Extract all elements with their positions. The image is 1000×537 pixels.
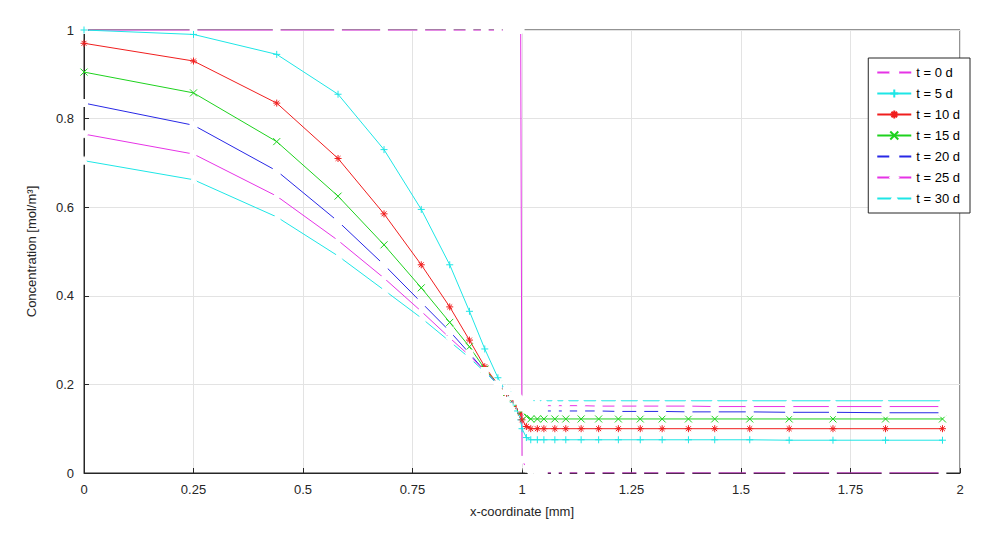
svg-text:t = 15 d: t = 15 d — [916, 128, 960, 143]
svg-text:0: 0 — [80, 482, 87, 497]
svg-text:Concentration [mol/m³]: Concentration [mol/m³] — [24, 186, 39, 318]
svg-text:0.6: 0.6 — [56, 200, 74, 215]
svg-text:1.25: 1.25 — [619, 482, 644, 497]
svg-text:0.2: 0.2 — [56, 377, 74, 392]
svg-text:0.5: 0.5 — [294, 482, 312, 497]
svg-text:0.25: 0.25 — [181, 482, 206, 497]
svg-text:t = 30 d: t = 30 d — [916, 191, 960, 206]
svg-text:x-coordinate [mm]: x-coordinate [mm] — [470, 504, 574, 519]
svg-text:1: 1 — [67, 23, 74, 38]
svg-text:1.5: 1.5 — [732, 482, 750, 497]
svg-text:2: 2 — [956, 482, 963, 497]
svg-text:0.8: 0.8 — [56, 111, 74, 126]
svg-text:t = 0 d: t = 0 d — [916, 65, 953, 80]
svg-text:0.4: 0.4 — [56, 288, 74, 303]
svg-text:t = 20 d: t = 20 d — [916, 149, 960, 164]
svg-text:t = 5 d: t = 5 d — [916, 86, 953, 101]
svg-text:1: 1 — [518, 482, 525, 497]
svg-text:1.75: 1.75 — [838, 482, 863, 497]
svg-text:0.75: 0.75 — [400, 482, 425, 497]
svg-text:0: 0 — [67, 466, 74, 481]
svg-text:t = 25 d: t = 25 d — [916, 170, 960, 185]
svg-text:t = 10 d: t = 10 d — [916, 107, 960, 122]
